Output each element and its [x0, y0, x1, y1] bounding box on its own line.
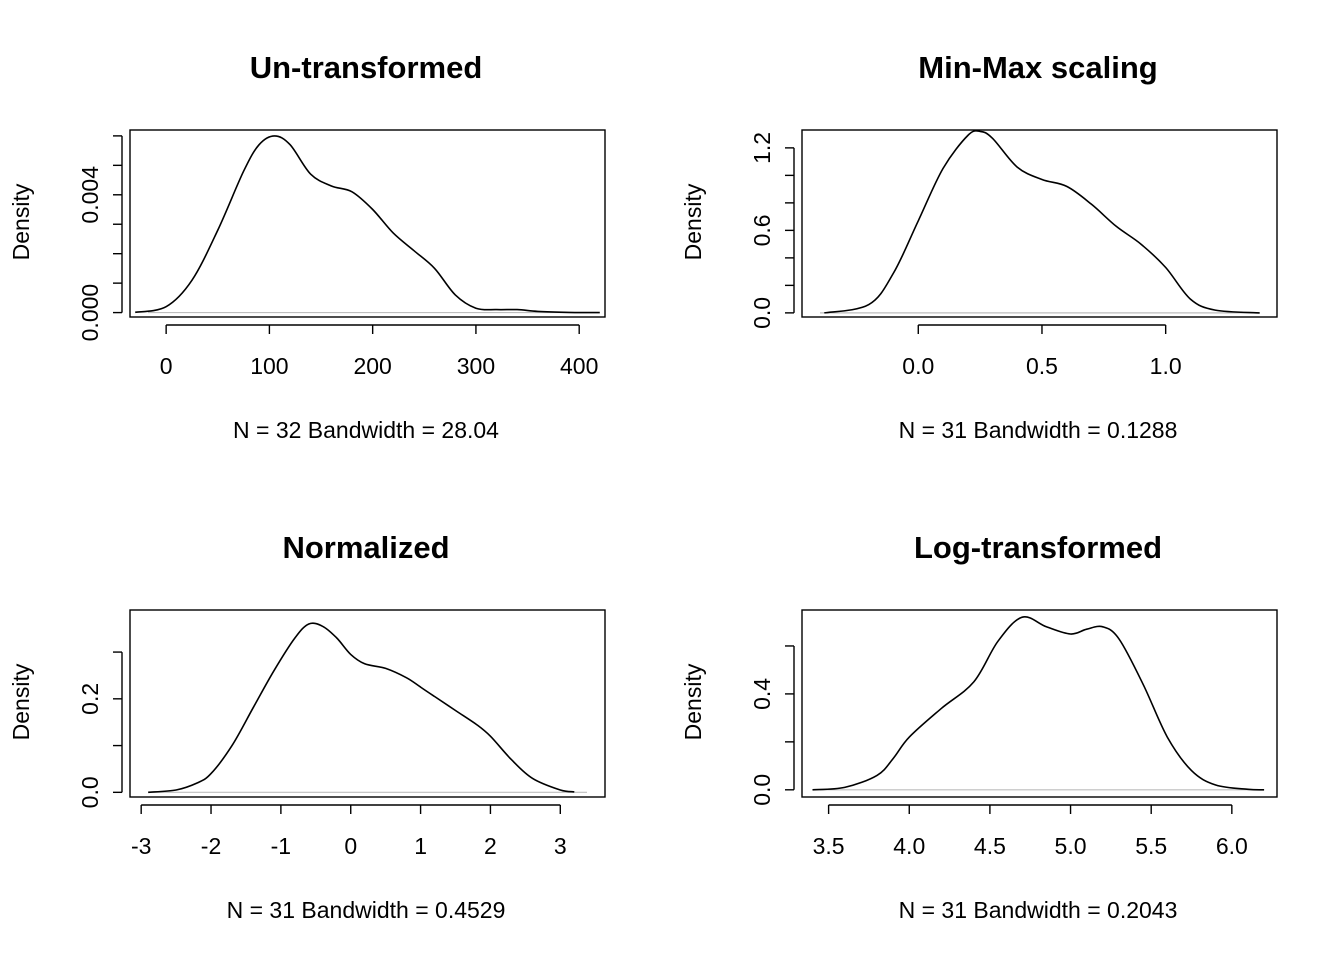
- x-tick-label: 2: [484, 833, 497, 859]
- x-tick-label: 5.0: [1055, 833, 1087, 859]
- x-tick-label: 300: [457, 353, 495, 379]
- x-tick-label: 400: [560, 353, 598, 379]
- panel-title: Normalized: [282, 530, 449, 565]
- y-tick-label: 0.000: [77, 284, 103, 342]
- density-curve: [135, 135, 600, 314]
- x-tick-label: 0: [160, 353, 173, 379]
- density-curve: [824, 130, 1260, 314]
- y-tick-label: 0.6: [749, 214, 775, 246]
- x-tick-label: 0.5: [1026, 353, 1058, 379]
- density-curve: [148, 622, 575, 794]
- y-tick-label: 0.2: [77, 683, 103, 715]
- x-axis-label: N = 31 Bandwidth = 0.4529: [227, 897, 506, 923]
- y-tick-label: 0.0: [749, 297, 775, 329]
- x-tick-label: 1.0: [1150, 353, 1182, 379]
- x-tick-label: 4.5: [974, 833, 1006, 859]
- panel-min-max-scaling: Min-Max scaling N = 31 Bandwidth = 0.128…: [680, 50, 1278, 443]
- x-tick-label: 3.5: [813, 833, 845, 859]
- y-axis-label: Density: [8, 663, 34, 740]
- plot-frame: [801, 129, 1278, 318]
- plot-frame: [129, 129, 606, 318]
- x-axis-label: N = 32 Bandwidth = 28.04: [233, 417, 499, 443]
- x-tick-label: 1: [414, 833, 427, 859]
- x-tick-label: 200: [353, 353, 391, 379]
- x-tick-label: -3: [131, 833, 151, 859]
- plot-frame: [129, 609, 606, 798]
- y-tick-label: 0.0: [749, 774, 775, 806]
- y-tick-label: 1.2: [749, 132, 775, 164]
- x-tick-label: 0.0: [902, 353, 934, 379]
- y-axis-label: Density: [680, 183, 706, 260]
- x-axis-label: N = 31 Bandwidth = 0.2043: [899, 897, 1178, 923]
- x-tick-label: -2: [201, 833, 221, 859]
- y-axis-label: Density: [8, 183, 34, 260]
- x-tick-label: 100: [250, 353, 288, 379]
- plot-frame: [801, 609, 1278, 798]
- panel-untransformed: Un-transformed N = 32 Bandwidth = 28.04 …: [8, 50, 606, 443]
- y-tick-label: 0.004: [77, 166, 103, 224]
- x-tick-label: -1: [271, 833, 291, 859]
- x-tick-label: 0: [344, 833, 357, 859]
- x-tick-label: 3: [554, 833, 567, 859]
- panel-title: Log-transformed: [914, 530, 1162, 565]
- x-axis-label: N = 31 Bandwidth = 0.1288: [899, 417, 1178, 443]
- panel-log-transformed: Log-transformed N = 31 Bandwidth = 0.204…: [680, 530, 1278, 923]
- x-tick-label: 4.0: [893, 833, 925, 859]
- density-curve: [812, 616, 1265, 791]
- panel-title: Un-transformed: [250, 50, 483, 85]
- y-tick-label: 0.4: [749, 678, 775, 710]
- y-tick-label: 0.0: [77, 776, 103, 808]
- x-tick-label: 6.0: [1216, 833, 1248, 859]
- panel-normalized: Normalized N = 31 Bandwidth = 0.4529 Den…: [8, 530, 606, 923]
- panel-title: Min-Max scaling: [918, 50, 1157, 85]
- x-tick-label: 5.5: [1135, 833, 1167, 859]
- y-axis-label: Density: [680, 663, 706, 740]
